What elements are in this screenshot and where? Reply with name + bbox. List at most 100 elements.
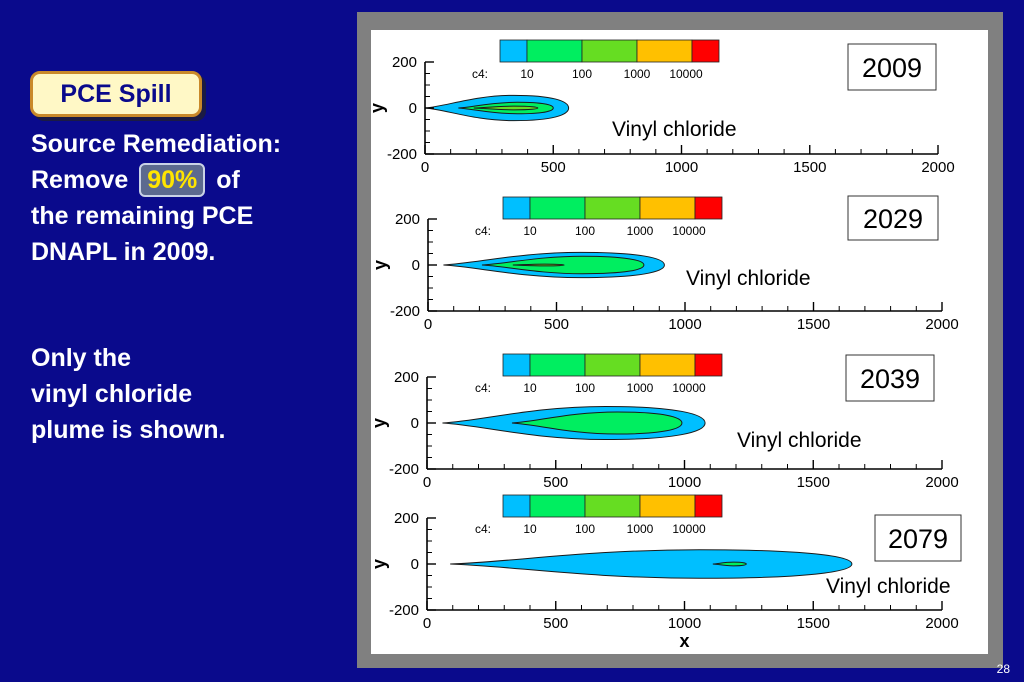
legend-swatch xyxy=(502,196,531,220)
legend-swatch xyxy=(529,494,586,518)
note-line-1: Only the xyxy=(31,344,132,372)
year-label: 2039 xyxy=(860,364,920,394)
y-tick-label: 0 xyxy=(411,415,419,432)
year-label: 2029 xyxy=(863,204,923,234)
x-tick-label: 2000 xyxy=(925,615,958,632)
y-tick-label: -200 xyxy=(387,146,417,163)
y-tick-label: 200 xyxy=(394,369,419,386)
legend-level: 10 xyxy=(523,224,537,238)
legend-swatch xyxy=(581,39,638,63)
legend-level: 100 xyxy=(575,381,595,395)
year-box xyxy=(847,43,937,91)
legend-swatch xyxy=(584,353,641,377)
note-line-3: plume is shown. xyxy=(31,416,226,444)
contour-10 xyxy=(450,549,853,579)
x-tick-label: 500 xyxy=(543,615,568,632)
legend-label: c4: xyxy=(472,67,488,81)
y-tick-label: 200 xyxy=(395,211,420,228)
year-box xyxy=(845,354,935,402)
legend-level: 10000 xyxy=(669,67,703,81)
legend-level: 10 xyxy=(523,381,537,395)
x-tick-label: 0 xyxy=(424,316,432,333)
legend-label: c4: xyxy=(475,522,491,536)
x-tick-label: 500 xyxy=(541,159,566,176)
remediation-line-2: Remove 90% of xyxy=(31,162,281,198)
species-label: Vinyl chloride xyxy=(737,429,862,452)
x-tick-label: 1500 xyxy=(797,615,830,632)
x-tick-label: 2000 xyxy=(925,474,958,491)
legend-swatch xyxy=(694,494,723,518)
x-tick-label: 500 xyxy=(543,474,568,491)
x-tick-label: 0 xyxy=(423,474,431,491)
x-tick-label: 0 xyxy=(421,159,429,176)
legend-swatch xyxy=(694,353,723,377)
legend-level: 10000 xyxy=(672,224,706,238)
remediation-line-3: the remaining PCE xyxy=(31,202,254,230)
y-axis-label: y xyxy=(367,103,387,113)
year-box xyxy=(874,514,962,562)
legend-level: 1000 xyxy=(627,224,654,238)
x-tick-label: 1000 xyxy=(668,316,701,333)
legend-swatch xyxy=(691,39,720,63)
y-tick-label: -200 xyxy=(390,303,420,320)
year-label: 2009 xyxy=(862,53,922,83)
y-tick-label: 200 xyxy=(392,54,417,71)
legend-swatch xyxy=(526,39,583,63)
legend-swatch xyxy=(499,39,528,63)
legend-swatch xyxy=(502,494,531,518)
legend-level: 10000 xyxy=(672,522,706,536)
x-axis-label: x xyxy=(679,631,689,651)
legend-level: 100 xyxy=(572,67,592,81)
of-word: of xyxy=(216,166,240,194)
legend-level: 10 xyxy=(523,522,537,536)
contour-100 xyxy=(712,561,747,567)
x-tick-label: 1000 xyxy=(668,474,701,491)
legend-level: 100 xyxy=(575,224,595,238)
legend-swatch xyxy=(502,353,531,377)
note-text: Only the vinyl chloride plume is shown. xyxy=(31,340,225,448)
legend-label: c4: xyxy=(475,224,491,238)
species-label: Vinyl chloride xyxy=(826,575,951,598)
species-label: Vinyl chloride xyxy=(686,267,811,290)
x-tick-label: 2000 xyxy=(925,316,958,333)
legend-swatch xyxy=(529,196,586,220)
y-tick-label: -200 xyxy=(389,602,419,619)
year-label: 2079 xyxy=(888,524,948,554)
legend-swatch xyxy=(584,494,641,518)
x-tick-label: 1500 xyxy=(797,316,830,333)
legend-swatch xyxy=(636,39,693,63)
contour-1000 xyxy=(473,105,539,111)
x-tick-label: 1500 xyxy=(793,159,826,176)
x-tick-label: 1000 xyxy=(665,159,698,176)
legend-level: 100 xyxy=(575,522,595,536)
legend-level: 10000 xyxy=(672,381,706,395)
remediation-line-1: Source Remediation: xyxy=(31,130,282,158)
y-axis-label: y xyxy=(369,418,389,428)
note-line-2: vinyl chloride xyxy=(31,380,193,408)
remove-word: Remove xyxy=(31,166,129,194)
remediation-line-4: DNAPL in 2009. xyxy=(31,238,216,266)
y-tick-label: 0 xyxy=(412,257,420,274)
legend-level: 1000 xyxy=(627,522,654,536)
x-tick-label: 0 xyxy=(423,615,431,632)
pce-spill-badge: PCE Spill xyxy=(30,71,202,117)
remediation-text: Source Remediation: Remove 90% of the re… xyxy=(31,126,281,270)
legend-label: c4: xyxy=(475,381,491,395)
contour-1000 xyxy=(512,263,565,267)
legend-swatch xyxy=(529,353,586,377)
y-axis-label: y xyxy=(369,559,389,569)
legend-swatch xyxy=(639,494,696,518)
species-label: Vinyl chloride xyxy=(612,118,737,141)
legend-level: 10 xyxy=(520,67,534,81)
legend-swatch xyxy=(639,353,696,377)
y-tick-label: -200 xyxy=(389,461,419,478)
x-tick-label: 1500 xyxy=(797,474,830,491)
legend-swatch xyxy=(639,196,696,220)
badge-title: PCE Spill xyxy=(60,79,172,108)
page-number: 28 xyxy=(996,662,1010,676)
